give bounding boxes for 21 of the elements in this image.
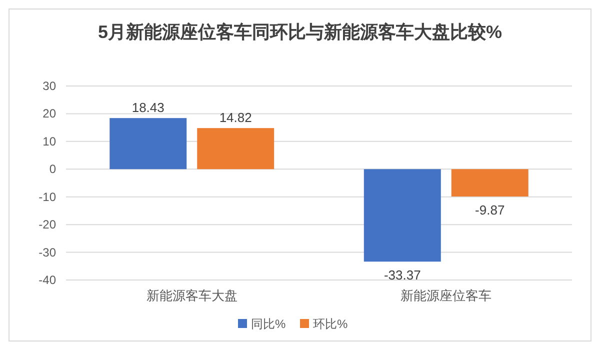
data-label: -9.87 [475, 202, 505, 218]
y-tick-label: -20 [38, 218, 56, 232]
bar [197, 128, 274, 170]
y-tick-label: -30 [38, 245, 56, 260]
legend-label: 同比% [251, 317, 286, 331]
legend-label: 环比% [313, 317, 348, 331]
y-tick-label: -10 [38, 190, 56, 204]
bar [451, 169, 528, 196]
bar [364, 169, 441, 262]
chart-title: 5月新能源座位客车同环比与新能源客车大盘比较% [96, 21, 503, 44]
x-tick-label: 新能源座位客车 [400, 288, 492, 303]
data-label: -33.37 [384, 268, 421, 283]
y-tick-label: 0 [49, 162, 56, 176]
y-tick-label: -40 [38, 273, 56, 287]
x-tick-label: 新能源客车大盘 [146, 288, 238, 303]
y-tick-label: 10 [42, 134, 56, 148]
y-tick-label: 20 [42, 106, 56, 121]
y-tick-label: 30 [42, 79, 56, 93]
data-label: 14.82 [219, 110, 252, 126]
bar [110, 118, 187, 170]
data-label: 18.43 [132, 100, 164, 116]
